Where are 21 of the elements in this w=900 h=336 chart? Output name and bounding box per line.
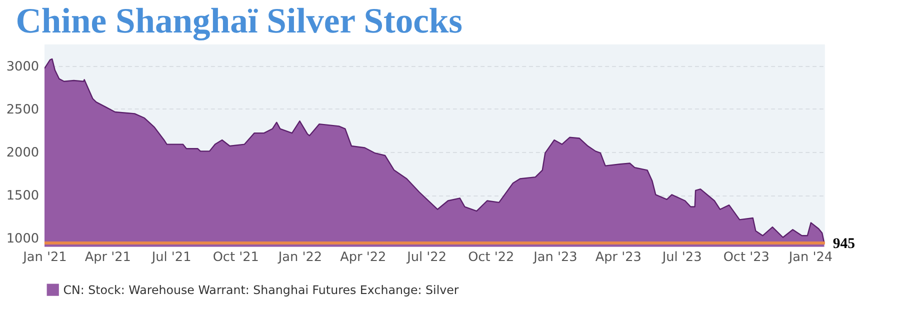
- legend-label: CN: Stock: Warehouse Warrant: Shanghai Futures Exchange: Silver: [63, 282, 459, 297]
- x-tick-label: Apr '22: [340, 250, 386, 266]
- x-tick-label: Apr '23: [595, 250, 642, 266]
- x-tick-label: Oct '23: [723, 250, 770, 266]
- y-tick-label: 1000: [6, 232, 40, 247]
- chart-title: Chine Shanghaï Silver Stocks: [16, 0, 463, 40]
- y-tick-label: 2500: [6, 102, 40, 118]
- x-tick-label: Jul '22: [406, 250, 446, 266]
- x-tick-label: Jan '22: [277, 250, 322, 266]
- x-tick-label: Jan '23: [532, 250, 578, 266]
- y-tick-label: 1500: [6, 188, 40, 204]
- x-tick-label: Oct '22: [468, 250, 514, 266]
- y-tick-label: 2000: [6, 145, 40, 160]
- y-tick-label: 3000: [6, 59, 40, 74]
- x-tick-label: Jan '24: [788, 250, 833, 266]
- x-tick-label: Apr '21: [84, 250, 131, 266]
- x-tick-label: Jul '21: [150, 250, 192, 266]
- x-tick-label: Oct '21: [212, 250, 259, 266]
- x-tick-label: Jul '23: [661, 250, 702, 266]
- x-tick-label: Jan '21: [22, 250, 67, 266]
- ref-line-label: 945: [832, 236, 856, 252]
